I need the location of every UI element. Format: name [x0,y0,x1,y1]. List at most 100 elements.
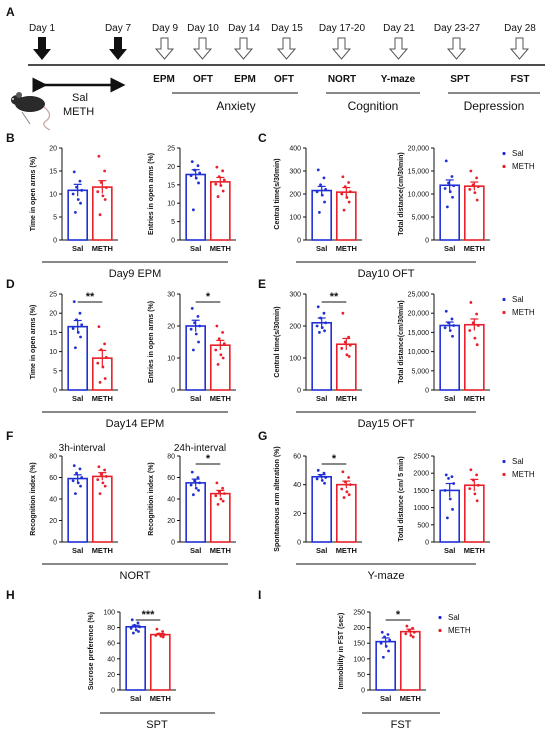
y-tick-label: 0 [53,540,57,547]
data-point [444,159,448,163]
y-tick-label: 500 [417,522,429,529]
x-tick-label: METH [464,546,485,555]
data-point [198,481,202,485]
data-point [469,301,473,304]
data-point [342,496,346,499]
data-point [341,175,345,179]
significance-marker: ** [330,291,339,303]
data-point [138,625,142,629]
data-point [448,497,452,501]
data-point [99,348,103,352]
category-label-cognition: Cognition [348,99,399,113]
x-tick-label: Sal [380,694,391,703]
data-point [103,468,107,472]
data-point [96,190,100,194]
data-point [411,626,415,630]
y-tick-label: 200 [289,192,301,199]
day-label: Day 14 [228,23,260,34]
data-point [76,481,80,485]
data-point [319,183,322,187]
data-point [80,476,84,479]
category-label-anxiety: Anxiety [216,99,255,113]
day-label: Day 28 [504,23,536,34]
data-point [320,478,324,482]
bar [311,475,333,543]
data-point [447,321,450,325]
y-tick-label: 0 [297,388,301,395]
data-point [96,478,100,482]
x-tick-label: Sal [316,244,327,253]
data-point [73,492,77,496]
y-tick-label: 20 [49,518,57,525]
x-tick-label: METH [464,394,485,403]
data-point [133,623,136,627]
data-point [221,189,225,193]
x-tick-label: METH [92,394,113,403]
timeline-panel: A Day 1 Day 7 Day 9 Day 10 Day 14 Day 15… [6,5,545,131]
data-point [451,334,454,338]
y-tick-label: 100 [289,356,301,363]
data-point [79,335,82,339]
data-point [340,347,344,350]
data-point [162,633,166,637]
data-point [473,336,477,340]
data-point [159,634,163,638]
y-axis-label: Central time(s/30min) [274,158,281,229]
data-point [322,471,326,475]
y-tick-label: 250 [353,610,365,617]
data-point [324,188,328,191]
y-tick-label: 40 [49,497,57,504]
data-point [161,635,165,639]
y-tick-label: 2000 [413,471,429,478]
y-tick-label: 60 [293,454,301,461]
hollow-down-arrow-icon [192,37,213,60]
data-point [219,184,223,187]
hollow-down-arrow-icon [233,37,254,60]
y-tick-label: 80 [49,454,57,461]
x-tick-label: METH [210,244,231,253]
data-point [319,316,322,320]
data-point [345,490,349,494]
data-point [452,324,456,327]
data-point [348,483,352,487]
significance-marker: * [332,453,337,465]
significance-marker: * [396,609,401,621]
data-point [476,324,480,327]
data-point [75,185,78,189]
data-point [345,353,349,357]
data-point [444,309,448,313]
data-point [103,484,107,488]
data-point [476,483,480,487]
data-point [194,176,198,180]
data-point [189,174,193,178]
y-tick-label: 5,000 [411,368,429,375]
data-point [219,497,223,501]
data-point [469,468,473,472]
hollow-down-arrow-icon [388,37,409,60]
chart-e1: 0 100 200 300 Central time(s/30min) Sal METH ** [274,291,362,403]
legend-marker [502,164,506,169]
data-point [98,213,102,217]
data-point [222,178,226,182]
data-point [384,644,388,648]
data-point [471,321,475,325]
data-point [103,169,107,173]
data-point [103,342,107,346]
x-tick-label: METH [464,244,485,253]
x-tick-label: Sal [72,394,83,403]
y-axis-label: Total distance (cm/ 5 min) [398,456,405,541]
y-tick-label: 0 [425,540,429,547]
data-point [198,324,202,328]
x-tick-label: METH [336,546,357,555]
data-point [214,182,218,186]
group-title: Day9 EPM [109,268,162,280]
y-tick-label: 60 [49,475,57,482]
data-point [78,311,82,315]
data-point [452,482,456,485]
y-tick-label: 0 [361,688,365,695]
x-tick-label: METH [92,244,113,253]
y-tick-label: 20,000 [408,146,430,153]
data-point [409,634,413,637]
data-point [322,176,326,180]
